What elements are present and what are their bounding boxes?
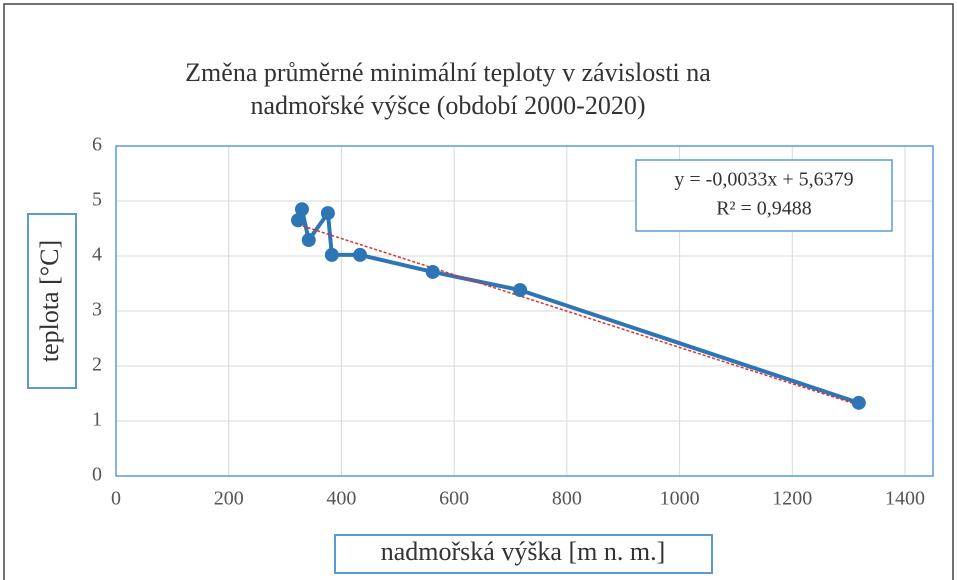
y-tick-label: 5 bbox=[92, 189, 102, 211]
trend-r2: R² = 0,9488 bbox=[716, 198, 812, 220]
x-tick-label: 1000 bbox=[660, 488, 700, 510]
trend-equation: y = -0,0033x + 5,6379 bbox=[674, 169, 853, 191]
y-tick-label: 2 bbox=[92, 354, 102, 376]
data-point bbox=[320, 206, 335, 221]
x-tick-label: 200 bbox=[214, 488, 244, 510]
y-tick-label: 1 bbox=[92, 409, 102, 431]
y-tick-label: 6 bbox=[92, 134, 102, 156]
data-point bbox=[294, 202, 309, 217]
x-tick-label: 1200 bbox=[772, 488, 812, 510]
data-point bbox=[301, 233, 316, 248]
chart-title: nadmořské výšce (období 2000-2020) bbox=[251, 91, 646, 120]
x-label-box bbox=[334, 534, 713, 574]
x-tick-label: 0 bbox=[111, 488, 121, 510]
data-point bbox=[851, 395, 866, 410]
data-point bbox=[291, 213, 306, 228]
data-point bbox=[425, 264, 440, 279]
data-point bbox=[353, 247, 368, 262]
x-tick-label: 600 bbox=[439, 488, 469, 510]
y-axis-title: teplota [°C] bbox=[35, 240, 64, 362]
chart-title: Změna průměrné minimální teploty v závis… bbox=[185, 58, 711, 87]
equation-box bbox=[635, 159, 893, 232]
chart-frame bbox=[3, 3, 954, 580]
y-tick-label: 0 bbox=[92, 464, 102, 486]
data-point bbox=[324, 247, 339, 262]
trendline bbox=[297, 223, 860, 406]
marks bbox=[291, 202, 866, 410]
y-tick-label: 4 bbox=[92, 244, 102, 266]
data-point bbox=[513, 283, 528, 298]
plot-frame bbox=[115, 145, 934, 477]
y-label-box bbox=[27, 213, 77, 389]
y-tick-label: 3 bbox=[92, 299, 102, 321]
x-tick-label: 400 bbox=[326, 488, 356, 510]
x-tick-label: 1400 bbox=[885, 488, 925, 510]
x-axis-title: nadmořská výška [m n. m.] bbox=[381, 537, 666, 566]
x-tick-label: 800 bbox=[552, 488, 582, 510]
